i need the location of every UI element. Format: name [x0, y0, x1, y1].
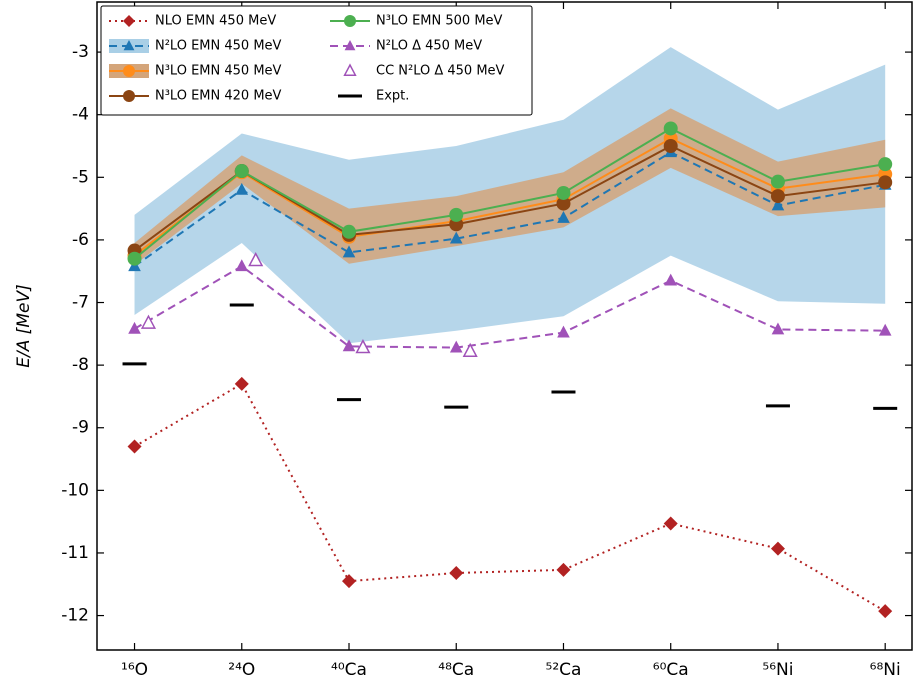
y-tick-label: -5 — [72, 167, 89, 187]
plot-frame — [96, 1, 913, 651]
error-band — [134, 108, 886, 265]
marker — [556, 196, 571, 211]
marker — [127, 251, 142, 266]
marker — [235, 182, 249, 195]
marker — [343, 63, 357, 76]
legend: NLO EMN 450 MeV N²LO EMN 450 MeV N³LO EMN … — [100, 5, 533, 116]
series-line — [133, 127, 886, 260]
marker — [878, 604, 893, 619]
marker — [342, 574, 357, 589]
marker — [123, 65, 135, 77]
legend-label: N³LO EMN 500 MeV — [376, 14, 503, 29]
marker — [770, 189, 785, 204]
marker — [449, 207, 464, 222]
marker — [449, 565, 464, 580]
marker — [123, 15, 135, 27]
marker — [344, 15, 356, 27]
marker — [770, 174, 785, 189]
marker — [664, 273, 678, 286]
y-tick-label: -10 — [61, 480, 89, 500]
marker — [878, 323, 892, 336]
marker — [342, 224, 357, 239]
marker — [556, 562, 571, 577]
marker — [355, 338, 371, 354]
marker — [770, 541, 785, 556]
marker — [663, 516, 678, 531]
marker — [344, 40, 356, 51]
series-line — [134, 265, 886, 349]
marker — [248, 251, 264, 267]
marker — [557, 211, 570, 223]
legend-label: Expt. — [376, 89, 409, 104]
y-tick-label: -6 — [72, 230, 89, 250]
y-tick-label: -7 — [72, 293, 89, 313]
marker — [771, 322, 785, 335]
series-line — [133, 137, 886, 257]
marker — [123, 90, 135, 102]
marker — [342, 245, 356, 258]
x-tick-label: ²⁴O — [228, 660, 255, 680]
marker — [234, 164, 249, 179]
marker — [234, 376, 249, 391]
legend-label: CC N²LO Δ 450 MeV — [376, 64, 505, 79]
marker — [557, 325, 570, 338]
x-tick-label: ⁶⁰Ca — [653, 660, 689, 680]
x-tick-label: ¹⁶O — [121, 660, 148, 680]
x-tick-label: ⁵⁶Ni — [762, 660, 793, 680]
marker — [771, 198, 785, 211]
marker — [878, 175, 893, 190]
y-tick-label: -3 — [72, 42, 89, 62]
marker — [342, 339, 356, 352]
x-tick-label: ⁴⁸Ca — [438, 660, 474, 680]
legend-label: NLO EMN 450 MeV — [155, 14, 276, 29]
marker — [663, 139, 678, 153]
series-line — [134, 382, 886, 613]
x-tick-label: ⁶⁸Ni — [870, 660, 901, 680]
y-tick-label: -4 — [72, 105, 89, 125]
y-tick-label: -9 — [72, 418, 89, 438]
legend-label: N²LO EMN 450 MeV — [155, 39, 282, 54]
x-tick-label: ⁵²Ca — [546, 660, 582, 680]
series-line — [133, 151, 886, 268]
marker — [556, 185, 571, 200]
marker — [449, 340, 463, 353]
y-tick-label: -8 — [72, 355, 89, 375]
marker — [449, 231, 463, 244]
y-tick-label: -11 — [61, 543, 89, 563]
marker — [128, 321, 141, 334]
marker — [140, 314, 157, 329]
legend-label: N³LO EMN 420 MeV — [155, 89, 282, 104]
marker — [462, 342, 478, 358]
marker — [123, 40, 135, 51]
x-tick-label: ⁴⁰Ca — [331, 660, 367, 680]
marker — [663, 121, 678, 136]
legend-label: N²LO Δ 450 MeV — [376, 39, 482, 54]
y-axis-label: E/A [MeV] — [14, 284, 34, 368]
legend-label: N³LO EMN 450 MeV — [155, 64, 282, 79]
marker — [878, 157, 893, 172]
y-tick-label: -12 — [61, 606, 89, 626]
marker — [127, 439, 142, 454]
legend-box — [100, 5, 533, 116]
marker — [235, 259, 249, 272]
